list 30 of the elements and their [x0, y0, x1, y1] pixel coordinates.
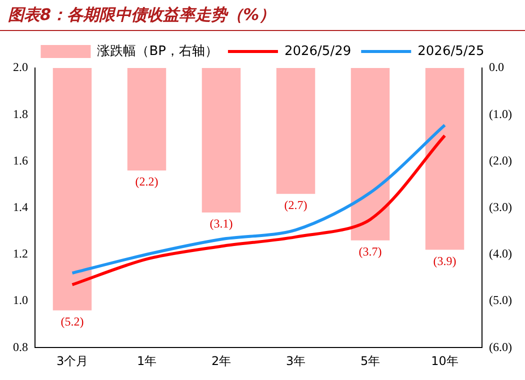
data-label: (5.2)	[60, 314, 84, 328]
y-tick-label: 1.8	[13, 106, 28, 121]
y2-tick-label: (6.0)	[489, 340, 512, 354]
chart-title: 图表8：各期限中债收益率走势（%）	[0, 0, 525, 31]
y2-tick-label: (2.0)	[489, 153, 512, 168]
legend-label: 2026/5/25	[418, 44, 484, 59]
x-tick-label: 1年	[136, 354, 157, 368]
y-tick-label: 1.0	[13, 293, 28, 308]
data-label: (3.1)	[210, 216, 233, 231]
y-tick-label: 1.2	[13, 246, 28, 261]
legend-label: 涨跌幅（BP，右轴）	[97, 44, 218, 59]
data-label: (2.2)	[135, 174, 158, 189]
x-tick-label: 3个月	[56, 354, 88, 368]
y2-tick-label: 0.0	[489, 60, 504, 74]
y2-tick-label: (3.0)	[489, 200, 512, 214]
y2-tick-label: (4.0)	[489, 246, 512, 261]
y2-tick-label: (5.0)	[489, 293, 512, 308]
y-tick-label: 1.6	[13, 153, 28, 168]
x-tick-label: 2年	[211, 354, 232, 368]
x-tick-label: 10年	[431, 354, 458, 368]
y-tick-label: 0.8	[13, 340, 28, 354]
y2-tick-label: (1.0)	[489, 106, 512, 121]
data-label: (2.7)	[284, 198, 308, 212]
y-tick-label: 1.4	[13, 200, 28, 214]
x-tick-label: 3年	[286, 354, 306, 368]
data-label: (3.9)	[433, 254, 456, 268]
y-tick-label: 2.0	[13, 60, 28, 74]
x-tick-label: 5年	[360, 354, 380, 368]
legend-label: 2026/5/29	[284, 44, 352, 59]
data-label: (3.7)	[358, 244, 382, 259]
